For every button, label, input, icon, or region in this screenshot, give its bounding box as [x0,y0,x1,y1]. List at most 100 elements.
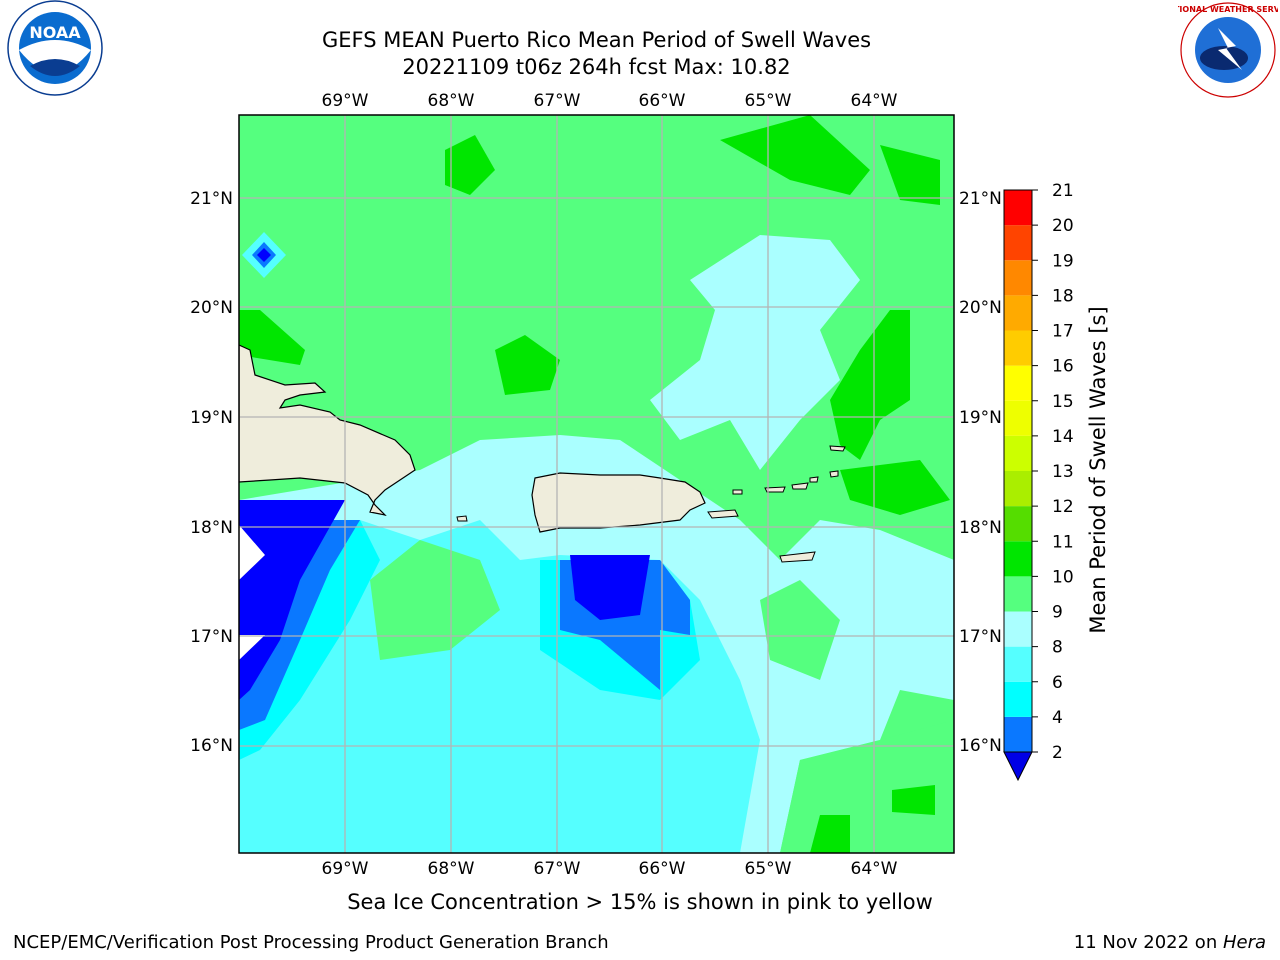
lat-tick-right: 21°N [959,189,1002,209]
land-vieques [707,509,739,519]
colorbar-tick-label: 11 [1052,532,1074,552]
lon-tick-top: 65°W [745,91,792,111]
nws-logo: NATIONAL WEATHER SERVICE [1178,2,1278,98]
lon-tick-bottom: 64°W [851,859,898,879]
colorbar-segment [1004,225,1032,261]
field-10-11-h [892,785,935,815]
lat-ticks-left: 16°N 17°N 18°N 19°N 20°N 21°N [190,189,233,756]
colorbar-tick-label: 4 [1052,708,1063,728]
lon-tick-top: 68°W [428,91,475,111]
sea-ice-note: Sea Ice Concentration > 15% is shown in … [347,890,933,914]
colorbar-segment [1004,295,1032,331]
lat-tick-left: 18°N [190,518,233,538]
field-10-11-c [720,115,870,195]
lon-tick-bottom: 69°W [322,859,369,879]
colorbar-segment [1004,681,1032,717]
colorbar-segment [1004,471,1032,507]
colorbar: 2 4 6 8 9 10 11 12 13 14 15 16 17 18 19 20 21 [1003,181,1074,782]
lon-tick-top: 69°W [322,91,369,111]
colorbar-segment [1004,190,1032,226]
colorbar-tick-label: 13 [1052,462,1074,482]
colorbar-tick-label: 2 [1052,743,1063,763]
lat-tick-left: 20°N [190,298,233,318]
lat-tick-left: 16°N [190,736,233,756]
lon-tick-top: 64°W [851,91,898,111]
field-under-2-center [570,555,650,620]
field-8-9-east [650,235,860,470]
colorbar-tick-label: 12 [1052,497,1074,517]
page-subtitle: 20221109 t06z 264h fcst Max: 10.82 [402,55,791,79]
land-st-croix [779,551,816,563]
footer-date-text: 11 Nov 2022 on [1073,932,1223,953]
colorbar-segment [1004,400,1032,436]
colorbar-segment [1004,541,1032,577]
map-frame [238,114,955,854]
colorbar-tick-label: 20 [1052,216,1074,236]
field-10-11-d [880,145,940,205]
field-10-11-a [445,135,495,195]
field-10-11-e [830,310,910,460]
colorbar-segment [1004,435,1032,471]
colorbar-label: Mean Period of Swell Waves [s] [1086,306,1110,633]
field-10-11-i [810,815,850,853]
lon-tick-bottom: 68°W [428,859,475,879]
colorbar-tick-label: 10 [1052,567,1074,587]
noaa-logo-text: NOAA [29,23,81,42]
footer-credit: NCEP/EMC/Verification Post Processing Pr… [13,932,609,953]
colorbar-tick-label: 18 [1052,286,1074,306]
lat-tick-left: 19°N [190,408,233,428]
lat-tick-left: 17°N [190,627,233,647]
lon-ticks-top: 69°W 68°W 67°W 66°W 65°W 64°W [322,91,898,111]
land-virgin-islands [732,470,839,495]
land-hispaniola [239,344,416,516]
lat-tick-right: 16°N [959,736,1002,756]
colorbar-tick-label: 21 [1052,181,1074,201]
field-10-11-f [840,460,950,515]
colorbar-tick-label: 17 [1052,322,1074,342]
field-under-2-west [239,500,345,700]
lon-tick-bottom: 67°W [534,859,581,879]
colorbar-segment [1004,330,1032,366]
colorbar-segment [1004,260,1032,296]
nws-logo-text: NATIONAL WEATHER SERVICE [1178,5,1278,14]
lat-tick-right: 20°N [959,298,1002,318]
colorbar-segment [1004,716,1032,752]
nodata-west [239,525,265,660]
lat-tick-left: 21°N [190,189,233,209]
lat-ticks-right: 16°N 17°N 18°N 19°N 20°N 21°N [959,189,1002,756]
colorbar-segment [1004,576,1032,612]
field-nw-spot-core [257,248,271,262]
lat-tick-right: 19°N [959,408,1002,428]
lat-tick-right: 18°N [959,518,1002,538]
lon-ticks-bottom: 69°W 68°W 67°W 66°W 65°W 64°W [322,859,898,879]
colorbar-tick-label: 9 [1052,603,1063,623]
colorbar-tick-label: 6 [1052,673,1063,693]
footer-date: 11 Nov 2022 on Hera [1074,932,1266,953]
lat-tick-right: 17°N [959,627,1002,647]
lon-tick-bottom: 65°W [745,859,792,879]
land-mona [456,515,468,522]
colorbar-tick-label: 15 [1052,392,1074,412]
footer-host: Hera [1222,932,1266,953]
field-10-11-g [239,310,305,365]
colorbar-segment [1004,611,1032,647]
field-9-10-patch-a [370,540,500,660]
colorbar-under-arrow [1003,751,1033,782]
colorbar-segment [1004,506,1032,542]
field-9-10-patch-b [760,580,840,680]
colorbar-tick-label: 19 [1052,251,1074,271]
colorbar-tick-label: 16 [1052,357,1074,377]
colorbar-segment [1004,646,1032,682]
land-anegada [829,445,846,452]
noaa-logo: NOAA [7,0,103,96]
lon-tick-top: 67°W [534,91,581,111]
page-title: GEFS MEAN Puerto Rico Mean Period of Swe… [321,28,872,52]
lon-tick-top: 66°W [639,91,686,111]
field-10-11-b [495,335,560,395]
map-fill-layer [239,115,954,853]
lon-tick-bottom: 66°W [639,859,686,879]
colorbar-segment [1004,365,1032,401]
graticule [239,115,954,853]
colorbar-tick-label: 8 [1052,638,1063,658]
